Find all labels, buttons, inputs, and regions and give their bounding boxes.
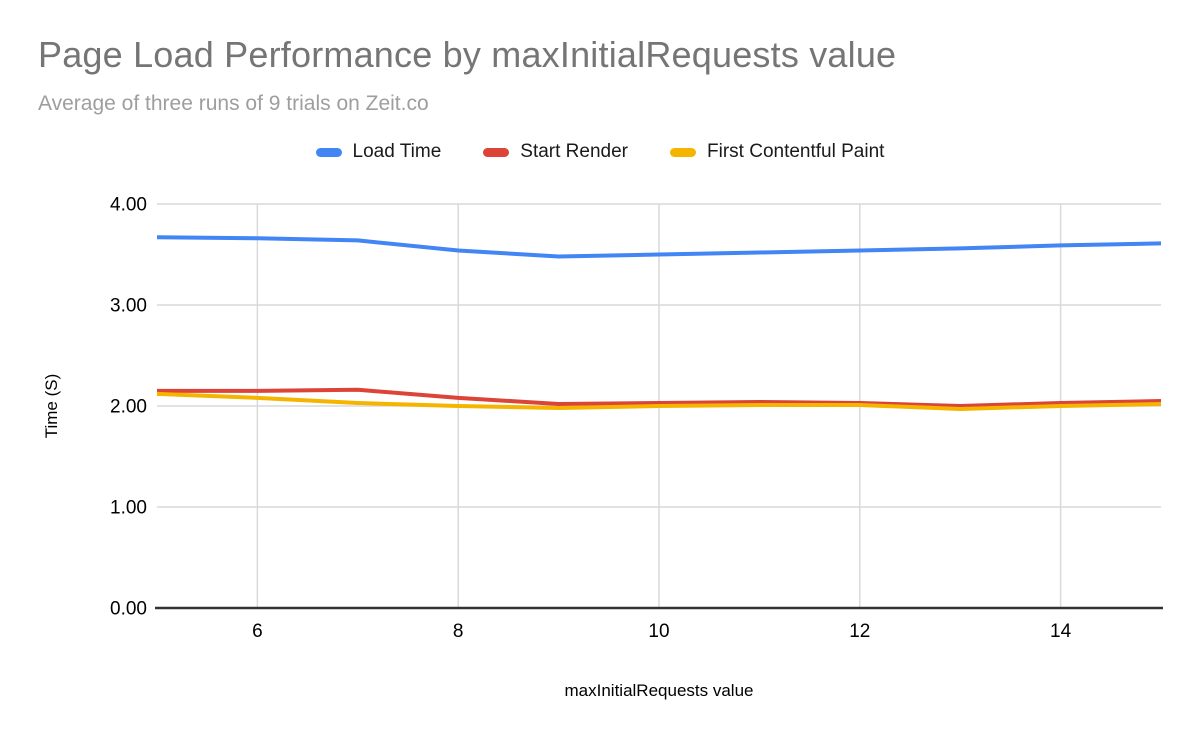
legend-item-first-contentful-paint[interactable]: First Contentful Paint bbox=[670, 141, 884, 163]
legend-swatch-load-time bbox=[315, 147, 342, 157]
chart-title: Page Load Performance by maxInitialReque… bbox=[38, 34, 897, 75]
legend-item-load-time[interactable]: Load Time bbox=[315, 141, 442, 163]
y-axis-title: Time (S) bbox=[42, 373, 61, 439]
legend-label-load-time: Load Time bbox=[352, 141, 442, 162]
y-tick-label: 2.00 bbox=[110, 397, 147, 418]
y-tick-label: 0.00 bbox=[110, 599, 147, 620]
x-tick-label: 6 bbox=[252, 621, 263, 642]
x-axis-title: maxInitialRequests value bbox=[564, 681, 754, 700]
legend-swatch-start-render bbox=[483, 147, 510, 157]
y-tick-label: 1.00 bbox=[110, 498, 147, 519]
x-tick-label: 14 bbox=[1050, 621, 1072, 642]
y-tick-label: 3.00 bbox=[110, 296, 147, 317]
series-line-first-contentful-paint bbox=[156, 391, 1162, 411]
legend-swatch-first-contentful-paint bbox=[670, 147, 697, 157]
series-line-start-render bbox=[157, 387, 1162, 408]
legend: Load Time Start Render First Contentful … bbox=[0, 141, 1200, 163]
y-tick-label: 4.00 bbox=[110, 195, 147, 216]
legend-label-first-contentful-paint: First Contentful Paint bbox=[707, 141, 885, 162]
x-tick-label: 8 bbox=[453, 621, 464, 642]
legend-label-start-render: Start Render bbox=[520, 141, 629, 162]
chart-subtitle: Average of three runs of 9 trials on Zei… bbox=[38, 92, 429, 115]
x-tick-label: 12 bbox=[849, 621, 870, 642]
legend-item-start-render[interactable]: Start Render bbox=[483, 141, 628, 163]
x-tick-label: 10 bbox=[648, 621, 669, 642]
series-line-load-time bbox=[156, 235, 1162, 259]
